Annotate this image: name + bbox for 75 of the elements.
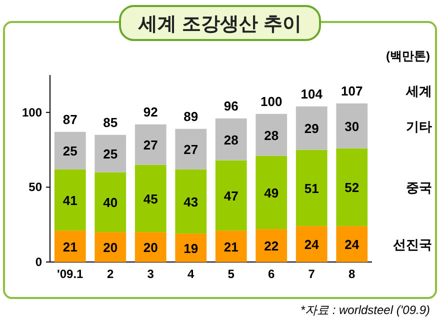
text: 기타	[406, 118, 432, 134]
bar	[134, 164, 166, 232]
bar	[175, 234, 207, 262]
bar	[175, 169, 207, 234]
text: 중국	[406, 180, 432, 196]
total-label: 92	[143, 104, 158, 120]
data-label: 20	[103, 240, 118, 256]
total-label: 100	[260, 94, 282, 109]
y-tick-label: 100	[22, 105, 42, 120]
data-label: 22	[264, 238, 279, 254]
bar	[94, 172, 126, 232]
series-label: 선진국	[393, 237, 432, 252]
data-label: 28	[224, 132, 238, 148]
bar	[296, 106, 328, 150]
data-label: 25	[103, 146, 118, 162]
bar	[296, 226, 328, 262]
x-tick-label: 7	[308, 267, 316, 281]
y-axis-title: (백만톤)	[386, 49, 430, 63]
data-label: 27	[184, 142, 198, 158]
total-label: 104	[300, 86, 324, 102]
bar	[54, 132, 86, 170]
total-label: 87	[62, 112, 78, 127]
data-label: 51	[304, 180, 319, 196]
x-tick-label: '09.1	[57, 267, 84, 281]
data-label: 30	[344, 118, 360, 134]
bar	[215, 118, 247, 160]
total-label: 85	[103, 114, 118, 130]
x-tick-label: 8	[348, 267, 356, 281]
data-label: 47	[224, 188, 238, 204]
data-label: 40	[103, 195, 118, 210]
x-tick-label: 5	[228, 267, 235, 281]
data-label: 20	[143, 240, 158, 256]
x-tick-label: 3	[147, 267, 154, 281]
bar	[134, 124, 166, 165]
data-label: 24	[344, 237, 360, 252]
chart-title: 세계 조강생산 추이	[138, 14, 302, 35]
bar	[336, 148, 368, 226]
bar	[54, 230, 86, 262]
x-tick-label: 2	[107, 267, 114, 281]
bar	[175, 128, 207, 170]
data-label: 24	[304, 237, 320, 252]
text: *자료 : worldsteel ('09.9)	[300, 303, 430, 317]
total-label: 89	[184, 108, 198, 124]
data-label: 21	[62, 239, 78, 254]
text: 세계	[405, 83, 432, 98]
x-tick-label: 4	[188, 267, 195, 281]
bar	[94, 232, 126, 262]
bar	[336, 226, 368, 262]
bar	[94, 134, 126, 172]
data-label: 43	[184, 194, 198, 210]
bar	[296, 150, 328, 226]
bar	[256, 156, 288, 230]
y-tick-label: 0	[35, 255, 42, 269]
data-label: 45	[143, 191, 158, 206]
total-label: 107	[341, 83, 363, 98]
data-label: 28	[264, 128, 279, 143]
data-label: 19	[184, 240, 198, 256]
data-label: 29	[304, 121, 319, 136]
x-tick-label: 6	[268, 267, 276, 281]
data-label: 49	[264, 185, 279, 200]
bar	[215, 160, 247, 231]
title: 세계 조강생산 추이	[119, 5, 321, 41]
data-label: 21	[224, 239, 238, 254]
bar	[215, 230, 247, 262]
data-label: 52	[344, 180, 360, 196]
y-tick-label: 50	[28, 180, 42, 194]
data-label: 27	[143, 138, 158, 153]
data-label: 25	[62, 144, 78, 159]
bar	[134, 232, 166, 262]
data-label: 41	[62, 192, 78, 208]
bar	[256, 114, 288, 156]
bar	[336, 103, 368, 148]
bar	[54, 169, 86, 231]
bar	[256, 229, 288, 262]
total-label: 96	[224, 98, 238, 114]
